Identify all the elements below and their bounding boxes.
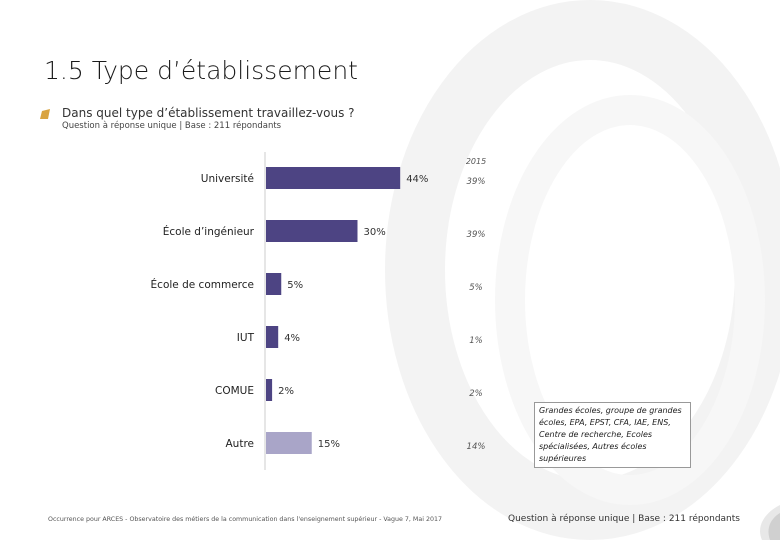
data-label: 44% [406,174,428,185]
comparison-header: 2015 [466,157,486,166]
watermark-logo [385,0,780,540]
bar [266,379,273,401]
data-label: 5% [287,280,303,291]
footer-source: Occurrence pour ARCES - Observatoire des… [48,516,442,523]
bar [266,167,401,189]
autre-note-box: Grandes écoles, groupe de grandes écoles… [534,402,691,468]
category-label: Université [201,173,254,185]
category-label: École d’ingénieur [163,225,255,238]
page-title: 1.5 Type d’établissement [44,56,358,85]
bar [266,220,358,242]
comparison-label: 1% [469,336,483,346]
bar [266,326,279,348]
question-text: Dans quel type d’établissement travaille… [62,106,355,120]
data-label: 15% [318,439,340,450]
comparison-label: 5% [469,283,483,293]
bullet-icon [40,109,50,119]
category-label: IUT [237,332,255,344]
data-label: 4% [284,333,300,344]
base-subtitle: Question à réponse unique | Base : 211 r… [62,121,282,131]
corner-logo [760,505,780,540]
comparison-label: 39% [467,230,486,240]
comparison-label: 14% [467,442,486,452]
data-label: 2% [278,386,294,397]
category-label: École de commerce [151,278,254,291]
data-label: 30% [364,227,386,238]
category-label: COMUE [215,385,254,397]
category-label: Autre [225,438,254,450]
comparison-label: 39% [467,177,486,187]
bar [266,432,312,454]
bar [266,273,282,295]
comparison-label: 2% [469,389,483,399]
footer-base: Question à réponse unique | Base : 211 r… [508,514,740,524]
